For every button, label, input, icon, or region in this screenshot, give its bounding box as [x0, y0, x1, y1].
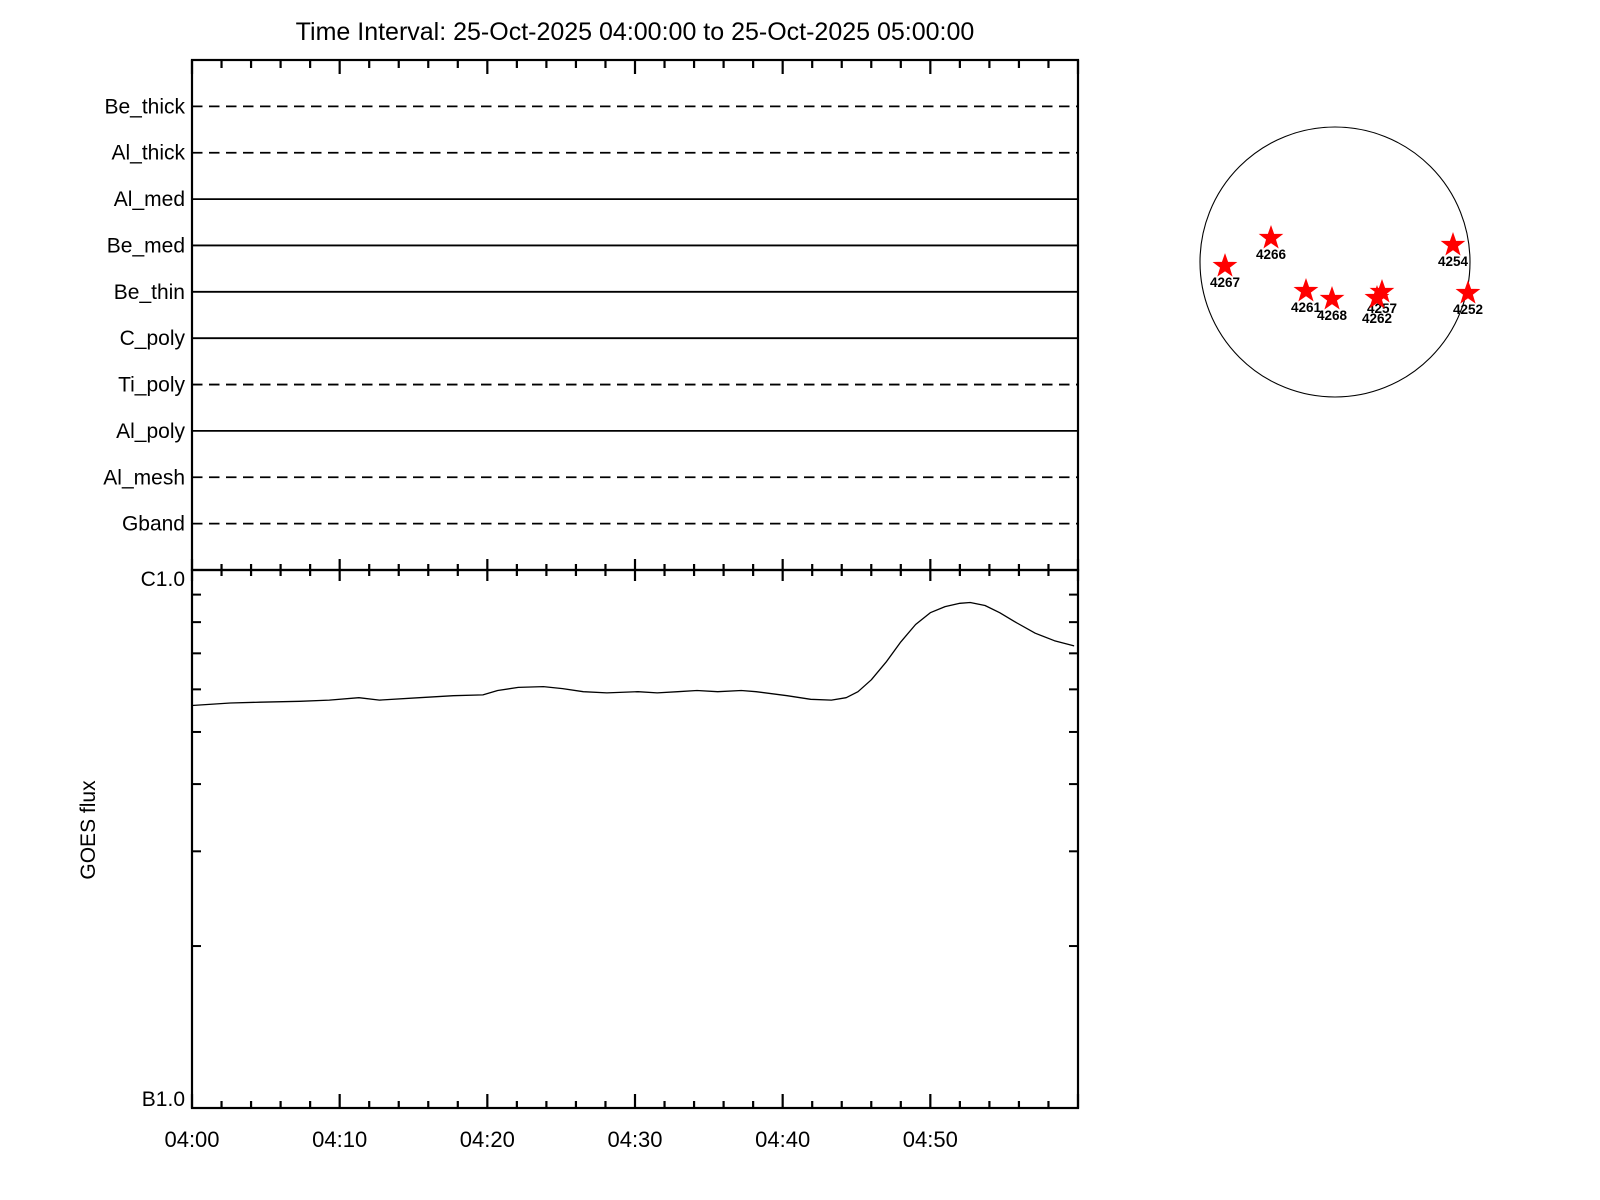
goes-flux-curve — [191, 601, 1075, 707]
filter-panel-frame — [190, 58, 1080, 572]
filter-label-al-med: Al_med — [114, 188, 185, 211]
active-region-label-4261: 4261 — [1291, 300, 1322, 315]
filter-label-be-med: Be_med — [107, 234, 185, 257]
active-region-star-4267 — [1212, 253, 1238, 277]
x-tick-label: 04:40 — [755, 1127, 810, 1152]
active-region-label-4267: 4267 — [1210, 275, 1240, 290]
x-tick-label: 04:50 — [903, 1127, 958, 1152]
x-tick-label: 04:30 — [607, 1127, 662, 1152]
filter-label-be-thin: Be_thin — [114, 281, 185, 304]
page-title: Time Interval: 25-Oct-2025 04:00:00 to 2… — [296, 18, 975, 46]
active-region-label-4268: 4268 — [1317, 308, 1348, 323]
filter-label-c-poly: C_poly — [120, 327, 186, 350]
filter-label-al-poly: Al_poly — [116, 420, 185, 443]
filter-label-al-thick: Al_thick — [111, 142, 185, 165]
active-region-star-4262 — [1364, 284, 1390, 309]
active-region-star-4254 — [1440, 231, 1466, 256]
filter-label-gband: Gband — [122, 513, 185, 536]
x-axis-tick-labels: 04:00 04:10 04:20 04:30 04:40 04:50 — [164, 1127, 957, 1152]
active-region-label-4262: 4262 — [1362, 311, 1392, 326]
active-region-star-4266 — [1258, 224, 1284, 249]
active-region-star-4261 — [1293, 277, 1319, 302]
x-tick-label: 04:00 — [164, 1127, 219, 1152]
goes-panel-frame — [190, 568, 1080, 1110]
goes-y-bottom-label: B1.0 — [142, 1088, 185, 1111]
active-region-label-4254: 4254 — [1438, 254, 1469, 269]
filter-label-be-thick: Be_thick — [104, 95, 185, 118]
filter-label-ti-poly: Ti_poly — [118, 374, 185, 397]
active-region-star-4268 — [1319, 285, 1345, 310]
filter-label-al-mesh: Al_mesh — [103, 466, 185, 489]
active-region-label-4266: 4266 — [1256, 247, 1287, 262]
filter-timeline-labels: Be_thick Al_thick Al_med Be_med Be_thin C_pol… — [103, 95, 185, 535]
active-region-label-4252: 4252 — [1453, 302, 1483, 317]
active-region-star-4252 — [1455, 280, 1481, 304]
axis-ticks — [190, 60, 1080, 1108]
goes-flux-axis-title: GOES flux — [77, 780, 100, 880]
x-tick-label: 04:20 — [460, 1127, 515, 1152]
filter-timeline-lines — [192, 105, 1078, 525]
x-tick-label: 04:10 — [312, 1127, 367, 1152]
solar-disk-limb — [1199, 126, 1471, 398]
goes-y-top-label: C1.0 — [141, 568, 185, 591]
